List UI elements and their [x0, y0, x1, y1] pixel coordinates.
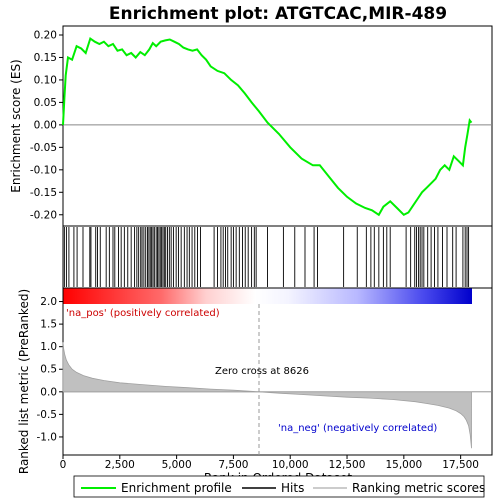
- metric-y-tick-label: 1.5: [40, 319, 57, 331]
- hits-markers: [63, 227, 470, 287]
- metric-y-axis-label: Ranked list metric (PreRanked): [17, 289, 31, 474]
- metric-y-tick-label: -0.5: [37, 409, 58, 421]
- pos-correlated-label: 'na_pos' (positively correlated): [66, 308, 220, 319]
- x-tick-label: 15,000: [385, 459, 422, 471]
- es-y-tick-label: 0.00: [34, 119, 57, 131]
- zero-cross-label: Zero cross at 8626: [215, 366, 309, 377]
- metric-y-tick-label: 1.0: [40, 341, 57, 353]
- metric-y-ticks: -1.0 -0.5 0.0 0.5 1.0 1.5 2.0: [37, 296, 63, 443]
- metric-y-tick-label: -1.0: [37, 431, 58, 443]
- es-panel: [62, 25, 493, 227]
- x-tick-label: 2,500: [105, 459, 135, 471]
- enrichment-profile-line: [62, 37, 473, 217]
- es-y-tick-label: -0.05: [30, 142, 57, 154]
- es-y-tick-label: -0.15: [30, 187, 57, 199]
- x-tick-label: 17,500: [442, 459, 479, 471]
- es-y-tick-label: -0.20: [30, 209, 57, 221]
- legend-metric-label: Ranking metric scores: [352, 481, 485, 495]
- legend-hits-label: Hits: [281, 481, 304, 495]
- neg-correlated-label: 'na_neg' (negatively correlated): [278, 423, 437, 434]
- chart-title: Enrichment plot: ATGTCAC,MIR-489: [109, 4, 447, 24]
- x-axis-ticks: 0 2,500 5,000 7,500 10,000 12,500 15,000 17,500: [60, 455, 479, 471]
- es-y-tick-label: 0.15: [34, 52, 57, 64]
- x-tick-label: 10,000: [272, 459, 309, 471]
- es-y-tick-label: -0.10: [30, 164, 57, 176]
- legend-enrichment-label: Enrichment profile: [121, 481, 232, 495]
- es-y-ticks: -0.20 -0.15 -0.10 -0.05 0.00 0.05 0.10 0.15 0.20: [30, 29, 63, 221]
- metric-y-tick-label: 0.5: [40, 364, 57, 376]
- x-tick-label: 0: [60, 459, 67, 471]
- x-tick-label: 7,500: [218, 459, 248, 471]
- es-y-tick-label: 0.20: [34, 29, 57, 41]
- es-y-axis-label: Enrichment score (ES): [9, 59, 23, 192]
- rank-color-bar: [63, 288, 472, 304]
- ranking-metric-area: [62, 342, 472, 449]
- x-tick-label: 12,500: [329, 459, 366, 471]
- metric-y-tick-label: 2.0: [40, 296, 57, 308]
- es-y-tick-label: 0.05: [34, 97, 57, 109]
- metric-y-tick-label: 0.0: [40, 386, 57, 398]
- es-y-tick-label: 0.10: [34, 74, 57, 86]
- legend-box: [73, 475, 485, 498]
- x-tick-label: 5,000: [162, 459, 192, 471]
